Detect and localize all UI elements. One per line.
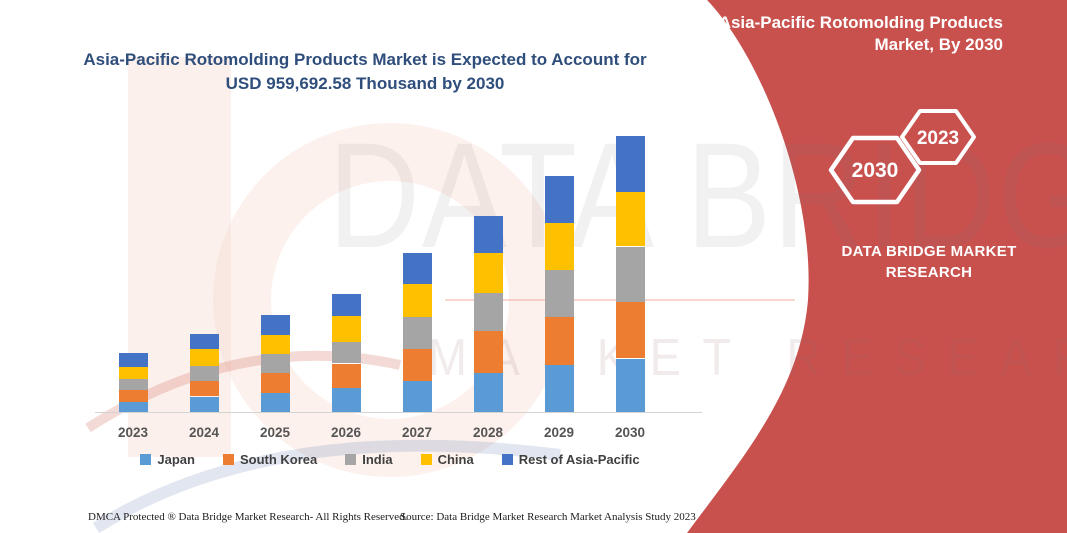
- chart-title-line2: USD 959,692.58 Thousand by 2030: [225, 73, 505, 93]
- bar-2029-china: [544, 223, 574, 270]
- x-axis-label-2028: 2028: [472, 425, 504, 440]
- chart-title-line1: Asia-Pacific Rotomolding Products Market…: [83, 50, 647, 69]
- logo-b-bowl-watermark: [213, 123, 567, 477]
- footer-dmca-text: DMCA Protected ® Data Bridge Market Rese…: [88, 511, 408, 523]
- bar-2024-india: [189, 365, 219, 381]
- bar-2023-china: [118, 366, 148, 379]
- bar-2028-rest-of-asia-pacific: [473, 215, 503, 253]
- x-axis-label-2024: 2024: [188, 425, 220, 440]
- x-axis-line: [95, 412, 702, 413]
- bar-2027-rest-of-asia-pacific: [402, 253, 432, 284]
- bar-2028-japan: [473, 372, 503, 412]
- bar-2029-india: [544, 269, 574, 317]
- bar-2027-india: [402, 317, 432, 350]
- legend-label: South Korea: [239, 452, 318, 467]
- logo-blue-swoosh-watermark: [92, 439, 561, 533]
- legend-item-india: India: [345, 452, 393, 467]
- bar-2024-japan: [189, 396, 219, 412]
- bar-2025-japan: [260, 393, 290, 412]
- side-panel-title-line2: Market, By 2030: [874, 35, 1003, 55]
- chart-legend: Japan South Korea India China Rest of Asia-P…: [95, 452, 685, 467]
- legend-swatch-icon: [140, 454, 152, 465]
- x-axis-label-2027: 2027: [401, 425, 433, 440]
- bar-2026-rest-of-asia-pacific: [331, 293, 361, 317]
- legend-item-china: China: [420, 452, 474, 467]
- brand-name: DATA BRIDGE MARKET RESEARCH: [829, 241, 1029, 283]
- hexagon-2030-label: 2030: [852, 159, 899, 182]
- hexagon-2023-label: 2023: [917, 128, 959, 149]
- legend-label: China: [437, 452, 474, 467]
- bar-2026-south-korea: [331, 363, 361, 388]
- bar-2024-south-korea: [189, 380, 219, 397]
- bar-2027-china: [402, 284, 432, 318]
- bar-2023-india: [118, 378, 148, 390]
- legend-label: India: [362, 452, 393, 467]
- bar-2023-japan: [118, 402, 148, 412]
- legend-item-south-korea: South Korea: [222, 452, 318, 467]
- bar-2029-japan: [544, 365, 574, 412]
- bar-2028-india: [473, 293, 503, 332]
- bar-2025-india: [260, 353, 290, 373]
- legend-label: Rest of Asia-Pacific: [518, 452, 640, 467]
- bar-2025-south-korea: [260, 372, 290, 393]
- bar-2025-china: [260, 334, 290, 354]
- bar-2027-japan: [402, 380, 432, 412]
- hexagon-2023: [900, 109, 976, 165]
- legend-swatch-icon: [420, 454, 432, 465]
- bar-2030-south-korea: [615, 302, 645, 359]
- hexagon-2030: [828, 135, 922, 205]
- bar-2023-south-korea: [118, 389, 148, 402]
- bar-2023-rest-of-asia-pacific: [118, 352, 148, 367]
- x-axis-label-2026: 2026: [330, 425, 362, 440]
- bar-2030-china: [615, 192, 645, 247]
- legend-swatch-icon: [222, 454, 234, 465]
- brand-name-line1: DATA BRIDGE MARKET: [841, 243, 1017, 260]
- bar-2030-japan: [615, 358, 645, 412]
- bar-2030-rest-of-asia-pacific: [615, 136, 645, 193]
- bar-2026-india: [331, 341, 361, 364]
- legend-label: Japan: [157, 452, 195, 467]
- brand-name-line2: RESEARCH: [885, 264, 973, 281]
- bar-2026-china: [331, 316, 361, 342]
- bar-2027-south-korea: [402, 349, 432, 381]
- x-axis-label-2029: 2029: [543, 425, 575, 440]
- bar-2028-china: [473, 252, 503, 294]
- side-panel-title: Asia-Pacific Rotomolding Products Market…: [693, 12, 1003, 57]
- chart-title: Asia-Pacific Rotomolding Products Market…: [75, 48, 655, 96]
- x-axis-label-2023: 2023: [117, 425, 149, 440]
- legend-swatch-icon: [501, 454, 513, 465]
- bar-2028-south-korea: [473, 331, 503, 373]
- footer-source-text: Source: Data Bridge Market Research Mark…: [400, 511, 696, 523]
- bar-2029-south-korea: [544, 316, 574, 366]
- legend-item-japan: Japan: [140, 452, 195, 467]
- x-axis-label-2025: 2025: [259, 425, 291, 440]
- legend-item-rest-of-asia-pacific: Rest of Asia-Pacific: [501, 452, 640, 467]
- bar-2024-china: [189, 349, 219, 366]
- x-axis-label-2030: 2030: [614, 425, 646, 440]
- bar-2025-rest-of-asia-pacific: [260, 314, 290, 335]
- bar-2026-japan: [331, 387, 361, 412]
- legend-swatch-icon: [345, 454, 357, 465]
- bar-2029-rest-of-asia-pacific: [544, 175, 574, 224]
- bar-2024-rest-of-asia-pacific: [189, 333, 219, 350]
- bar-2030-india: [615, 246, 645, 303]
- side-panel-title-line1: Asia-Pacific Rotomolding Products: [718, 13, 1003, 32]
